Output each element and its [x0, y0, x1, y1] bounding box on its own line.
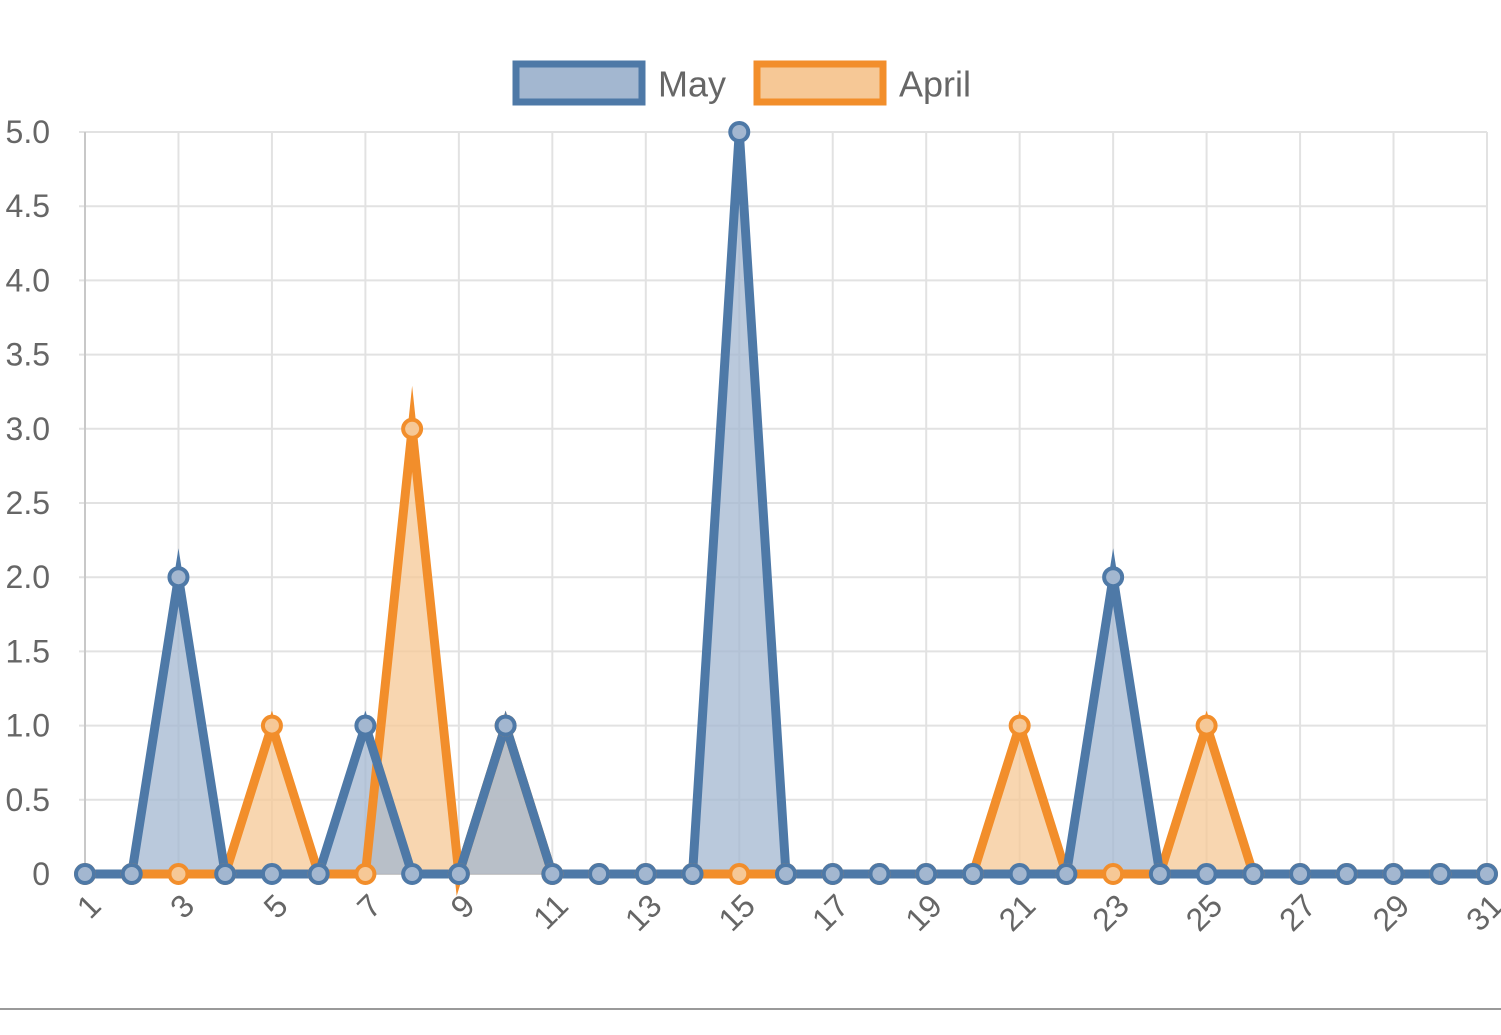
x-tick-label: 21 [992, 887, 1043, 938]
legend-swatch-may [512, 60, 646, 106]
may-data-point [447, 863, 470, 885]
may-data-point [1148, 863, 1171, 885]
legend-label-may: May [658, 64, 726, 105]
may-data-point [1335, 863, 1358, 885]
april-data-point [167, 863, 190, 885]
series-points [74, 121, 1498, 885]
y-tick-label: 1.0 [6, 708, 50, 744]
y-tick-label: 2.5 [6, 485, 50, 521]
x-tick-label: 1 [70, 887, 108, 925]
may-data-point [1289, 863, 1312, 885]
may-data-point [494, 714, 517, 737]
x-tick-label: 27 [1272, 887, 1323, 938]
may-data-point [681, 863, 704, 885]
y-tick-label: 2.0 [6, 559, 50, 595]
may-data-point [167, 566, 190, 589]
x-tick-label: 25 [1179, 887, 1230, 938]
y-tick-label: 0.5 [6, 782, 50, 818]
x-tick-label: 7 [350, 887, 388, 925]
may-data-point [214, 863, 237, 885]
y-axis-ticks: 0 0.5 1.0 1.5 2.0 2.5 3.0 3.5 4.0 4.5 5.0 [6, 114, 50, 892]
y-tick-label: 0 [32, 856, 50, 892]
may-data-point [868, 863, 891, 885]
may-data-point [1476, 863, 1498, 885]
april-data-point [260, 714, 283, 737]
may-data-point [74, 863, 96, 885]
may-data-point [634, 863, 657, 885]
legend: May April [512, 60, 971, 106]
may-data-point [588, 863, 611, 885]
may-data-point [541, 863, 564, 885]
may-data-point [961, 863, 984, 885]
x-tick-label: 31 [1459, 887, 1501, 938]
april-data-point [1195, 714, 1218, 737]
april-area-fill [85, 428, 1487, 874]
x-tick-label: 19 [898, 887, 949, 938]
legend-swatch-april [753, 60, 887, 106]
april-data-point [728, 863, 751, 885]
x-tick-label: 11 [526, 887, 575, 936]
may-data-point [307, 863, 330, 885]
x-tick-label: 13 [618, 887, 669, 938]
bottom-divider [0, 1008, 1501, 1010]
x-tick-label: 29 [1366, 887, 1417, 938]
may-data-point [354, 714, 377, 737]
x-tick-label: 3 [163, 887, 201, 925]
may-data-point [728, 121, 751, 143]
may-data-point [1102, 566, 1125, 589]
y-tick-label: 1.5 [6, 633, 50, 669]
series-fills [85, 132, 1487, 874]
may-data-point [1008, 863, 1031, 885]
may-data-point [1055, 863, 1078, 885]
may-data-point [775, 863, 797, 885]
may-data-point [1382, 863, 1405, 885]
april-data-point [401, 417, 424, 440]
may-data-point [915, 863, 938, 885]
y-tick-label: 3.5 [6, 337, 50, 373]
may-data-point [821, 863, 844, 885]
x-tick-label: 23 [1085, 887, 1136, 938]
may-data-point [260, 863, 283, 885]
x-axis-ticks: 1 3 5 7 9 11 13 15 17 19 21 23 25 27 29 31 [70, 887, 1501, 938]
y-tick-label: 4.0 [6, 262, 50, 298]
y-tick-label: 4.5 [6, 188, 50, 224]
y-tick-label: 3.0 [6, 411, 50, 447]
may-data-point [1242, 863, 1265, 885]
y-tick-label: 5.0 [6, 114, 50, 150]
april-data-point [354, 863, 377, 885]
x-tick-label: 15 [711, 887, 762, 938]
may-data-point [120, 863, 143, 885]
x-tick-label: 9 [444, 887, 482, 925]
april-data-point [1102, 863, 1125, 885]
x-tick-label: 5 [257, 887, 295, 925]
may-data-point [401, 863, 424, 885]
x-tick-label: 17 [805, 887, 856, 938]
april-data-point [1008, 714, 1031, 737]
legend-label-april: April [899, 64, 971, 105]
may-data-point [1195, 863, 1218, 885]
may-data-point [1429, 863, 1452, 885]
